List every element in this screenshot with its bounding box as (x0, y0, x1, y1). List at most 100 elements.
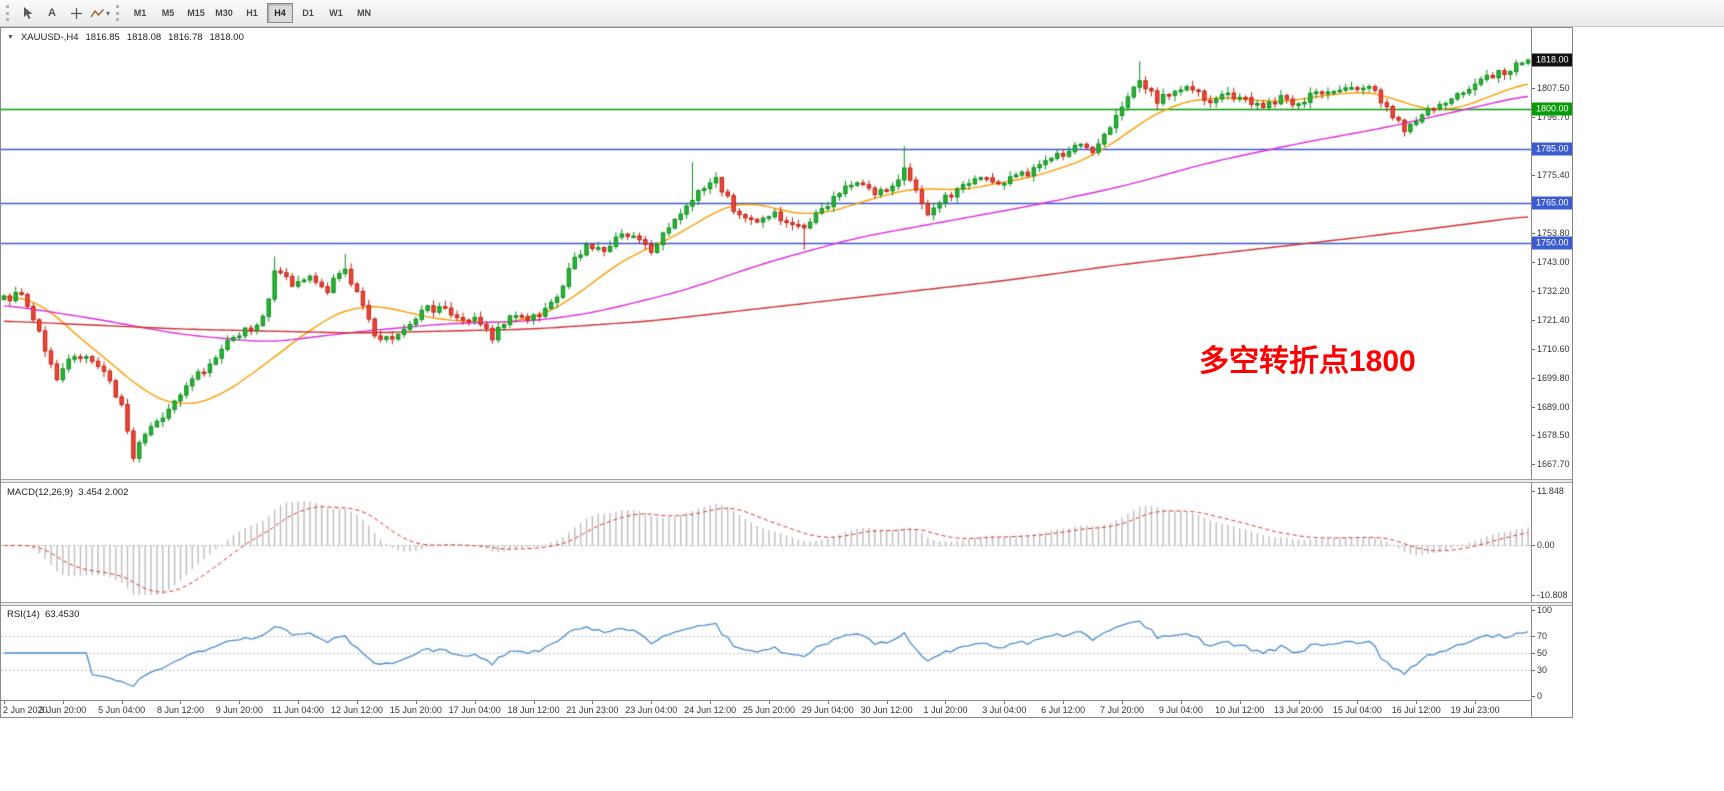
time-label: 23 Jun 04:00 (625, 705, 678, 715)
panel-divider[interactable] (1, 479, 1572, 483)
time-label: 25 Jun 20:00 (742, 705, 795, 715)
time-tick (63, 701, 64, 704)
crosshair-tool-button[interactable] (64, 3, 88, 24)
time-tick (1122, 701, 1123, 704)
timeframe-toolbar: M1 M5 M15 M30 H1 H4 D1 W1 MN (126, 3, 378, 23)
rsi-label: RSI(14) 63.4530 (7, 609, 79, 620)
time-tick (475, 701, 476, 704)
time-label: 16 Jul 12:00 (1391, 705, 1441, 715)
time-tick (1475, 701, 1476, 704)
time-tick (945, 701, 946, 704)
time-tick (1416, 701, 1417, 704)
panel-divider-2[interactable] (1, 602, 1572, 606)
timeframe-m30-button[interactable]: M30 (215, 8, 233, 18)
time-tick (534, 701, 535, 704)
time-label: 19 Jul 23:00 (1450, 705, 1500, 715)
time-label: 21 Jun 23:00 (566, 705, 619, 715)
time-label: 10 Jul 12:00 (1215, 705, 1265, 715)
ohlc-open: 1816.85 (85, 32, 120, 43)
timeframe-d1-button[interactable]: D1 (302, 8, 314, 18)
timeframe-m15-button[interactable]: M15 (187, 8, 205, 18)
toolbar-grip-2[interactable] (116, 5, 122, 21)
timeframe-h1-button[interactable]: H1 (246, 8, 258, 18)
text-tool-button[interactable]: A (48, 7, 56, 19)
macd-values: 3.454 2.002 (78, 487, 129, 498)
price-tick-label: 1796.70 (1532, 112, 1570, 123)
rsi-panel-canvas[interactable] (1, 606, 1531, 700)
time-tick (1240, 701, 1241, 704)
macd-panel-canvas[interactable] (1, 483, 1531, 602)
price-tick-label: 1775.40 (1532, 169, 1570, 180)
rsi-axis-label: 30 (1531, 665, 1548, 676)
price-tick-label: 1807.50 (1532, 83, 1570, 94)
time-tick (357, 701, 358, 704)
time-label: 18 Jun 12:00 (507, 705, 560, 715)
time-tick (651, 701, 652, 704)
time-axis[interactable]: 2 Jun 2020 3 Jun 20:00 5 Jun 04:00 8 Jun 12… (1, 700, 1531, 717)
annotation-text: 多空转折点1800 (1199, 345, 1416, 378)
macd-axis-label: -10.808 (1532, 590, 1568, 600)
timeframe-mn-button[interactable]: MN (357, 8, 371, 18)
price-tick-label: 1732.20 (1532, 285, 1570, 296)
rsi-axis-label: 50 (1531, 648, 1548, 658)
timeframe-m1-button[interactable]: M1 (133, 8, 147, 18)
time-tick (769, 701, 770, 704)
price-level-badge: 1750.00 (1532, 236, 1572, 250)
time-label: 13 Jul 20:00 (1274, 705, 1324, 715)
rsi-value: 63.4530 (45, 609, 80, 620)
time-label: 2 Jun 2020 (3, 705, 48, 715)
time-tick (592, 701, 593, 704)
collapse-chart-icon[interactable]: ▼ (7, 34, 14, 41)
rsi-params: RSI(14) (7, 609, 40, 620)
price-tick-label: 1667.70 (1532, 459, 1570, 470)
time-label: 11 Jun 04:00 (272, 705, 324, 715)
time-tick (828, 701, 829, 704)
indicators-tool-button[interactable]: ▾ (88, 3, 112, 24)
time-label: 17 Jun 04:00 (448, 705, 501, 715)
time-tick (887, 701, 888, 704)
price-level-badge: 1765.00 (1532, 196, 1572, 210)
time-label: 12 Jun 12:00 (330, 705, 384, 715)
rsi-axis-label: 0 (1531, 691, 1543, 701)
timeframe-w1-button[interactable]: W1 (329, 8, 343, 18)
time-label: 5 Jun 04:00 (98, 705, 146, 715)
main-chart-canvas[interactable] (1, 28, 1531, 479)
toolbar-grip[interactable] (6, 5, 12, 21)
time-tick (239, 701, 240, 704)
time-label: 3 Jun 20:00 (39, 705, 87, 715)
chart-header: ▼ XAUUSD-,H4 1816.85 1818.08 1816.78 181… (7, 32, 244, 44)
macd-axis-label: 0.00 (1532, 540, 1555, 551)
drawing-toolbar: A ▾ (16, 3, 112, 24)
time-label: 30 Jun 12:00 (860, 705, 913, 715)
timeframe-h4-button[interactable]: H4 (267, 3, 293, 23)
price-tick-label: 1721.40 (1532, 314, 1570, 325)
price-tick-label: 1699.80 (1532, 373, 1570, 384)
time-tick (1063, 701, 1064, 704)
time-label: 7 Jul 20:00 (1099, 705, 1145, 715)
timeframe-m5-button[interactable]: M5 (161, 8, 175, 18)
cursor-tool-button[interactable] (16, 3, 40, 24)
ohlc-low: 1816.78 (168, 32, 203, 43)
price-scale[interactable]: 1807.50 1796.70 1775.40 1753.80 1743.00 1732.… (1531, 28, 1572, 717)
macd-label: MACD(12,26,9) 3.454 2.002 (7, 487, 128, 498)
price-level-badge: 1785.00 (1532, 142, 1572, 156)
time-label: 15 Jun 20:00 (389, 705, 442, 715)
time-tick (1299, 701, 1300, 704)
chart-symbol-title: XAUUSD-,H4 (20, 32, 79, 43)
time-label: 29 Jun 04:00 (801, 705, 854, 715)
chart-window: ▼ XAUUSD-,H4 1816.85 1818.08 1816.78 181… (0, 27, 1573, 718)
price-tick-label: 1753.80 (1532, 227, 1570, 238)
ohlc-high: 1818.08 (126, 32, 162, 43)
macd-params: MACD(12,26,9) (7, 487, 73, 498)
price-tick-label: 1743.00 (1532, 256, 1570, 267)
time-label: 8 Jun 12:00 (156, 705, 204, 715)
rsi-axis-label: 100 (1531, 605, 1553, 615)
time-tick (1357, 701, 1358, 704)
dropdown-caret-icon[interactable]: ▾ (105, 8, 110, 18)
current-price-badge: 1818.00 (1532, 53, 1572, 67)
time-tick (180, 701, 181, 704)
time-tick (416, 701, 417, 704)
price-tick-label: 1689.00 (1532, 402, 1570, 413)
rsi-axis-label: 70 (1531, 630, 1548, 641)
time-tick (1004, 701, 1005, 704)
